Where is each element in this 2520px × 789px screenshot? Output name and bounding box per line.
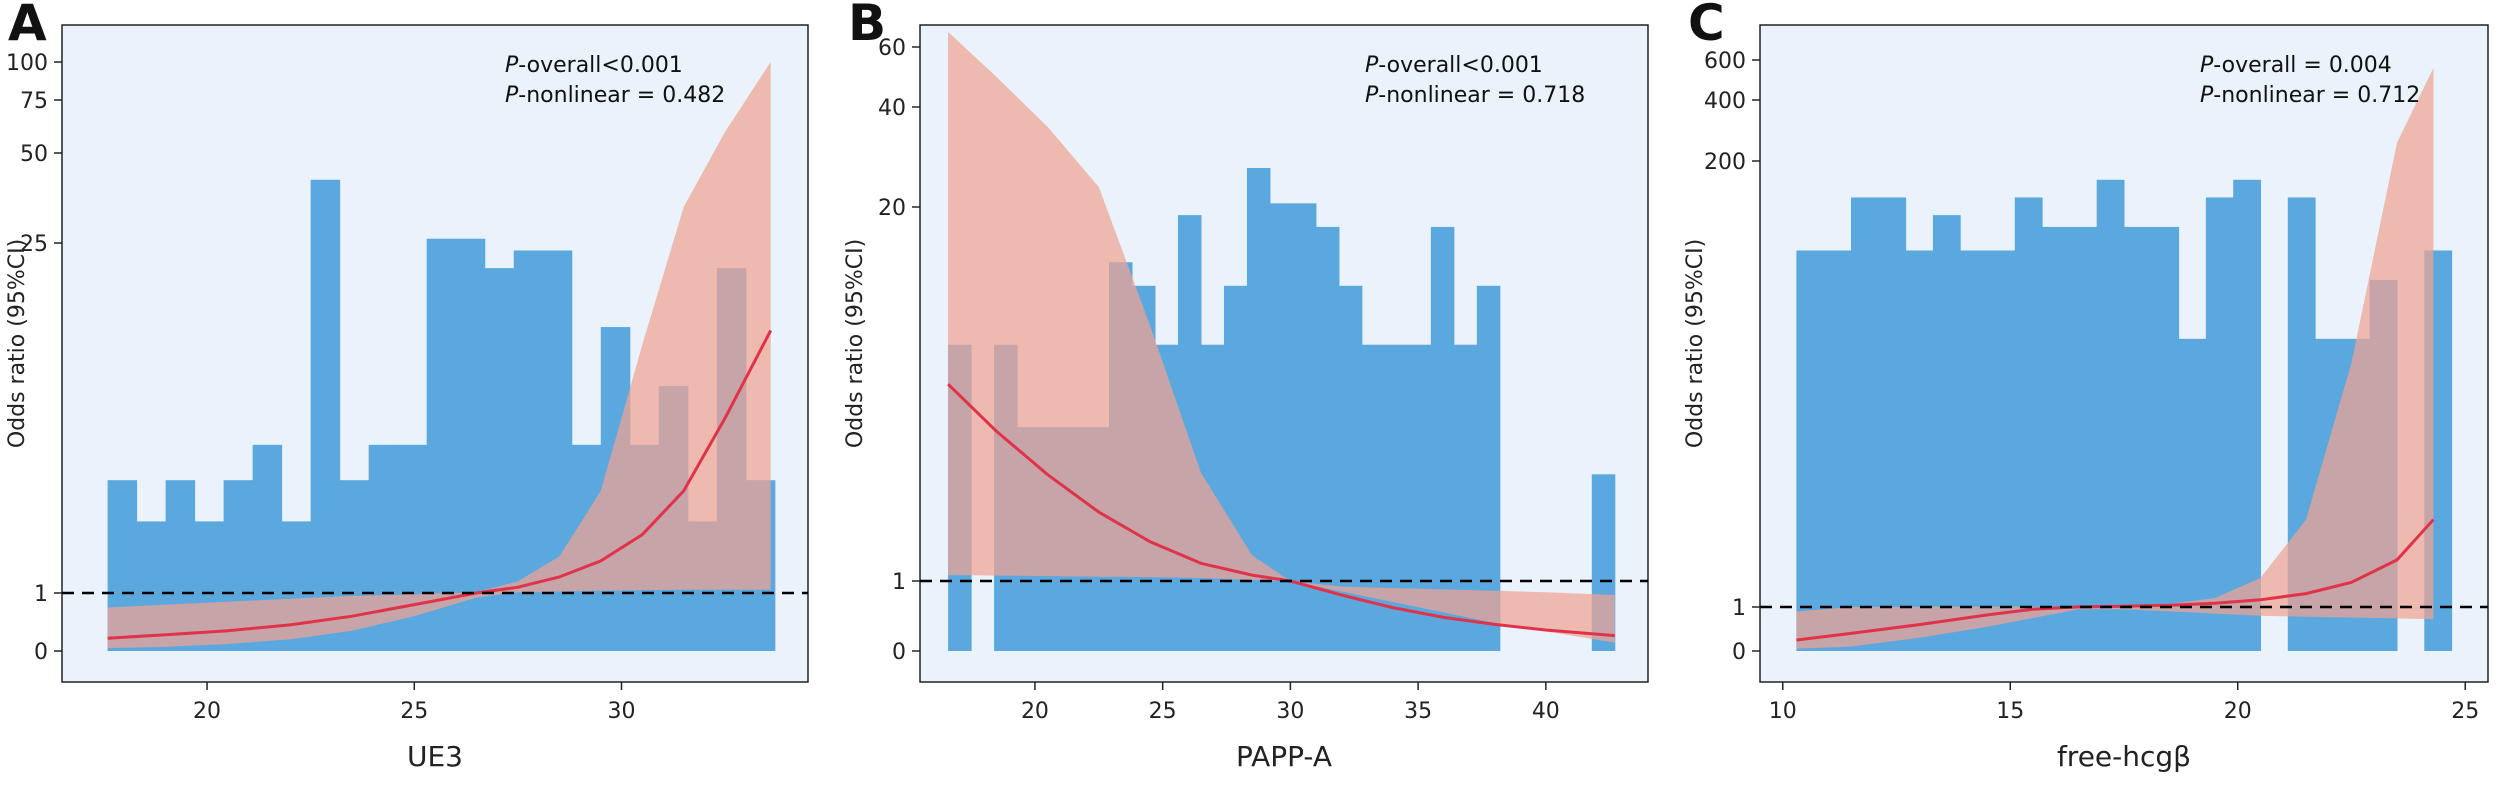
chart-a: 0 1 25 50 75 100 20 25 30 UE3 Odds ratio (95%CI) P-… [5,24,809,773]
p-nonlinear-annotation: P-nonlinear = 0.712 [2200,83,2420,108]
y-tick-label: 1 [1732,596,1746,621]
confidence-band [107,62,771,649]
panel-c: C 0 1 200 400 600 10 15 20 25 free-hcgβ Odds ratio… [1680,0,2520,789]
histogram-bar [1796,250,1825,652]
p-overall-annotation: P-overall<0.001 [505,53,683,78]
histogram-bar [2178,338,2207,651]
histogram-bar [2151,226,2180,652]
y-tick-label: 0 [34,640,48,665]
histogram-bar [2069,226,2098,652]
y-tick-label: 40 [878,96,906,121]
histogram-bar [1430,226,1455,652]
panel-letter: B [848,0,887,52]
p-overall-annotation: P-overall<0.001 [1365,53,1543,78]
histogram-bar [1932,215,1961,651]
histogram-bar [1223,285,1248,651]
chart-b: 0 1 20 40 60 20 25 30 35 40 PAPP-A Odds ratio (95%C… [843,24,1649,773]
histogram-bar [1823,250,1852,652]
x-axis-label: UE3 [407,740,463,773]
histogram-bar [1338,285,1363,651]
y-tick-label: 400 [1704,89,1746,114]
y-tick-label: 600 [1704,49,1746,74]
x-tick-label: 15 [1996,699,2024,724]
x-axis-label: free-hcgβ [2057,740,2191,773]
y-tick-label: 75 [20,89,48,114]
panel-b: B 0 1 20 40 60 20 25 30 35 40 PAPP-A Odds ratio (95… [840,0,1680,789]
x-tick-label: 20 [193,699,221,724]
histogram-bar [1292,203,1317,652]
y-tick-label: 0 [892,640,906,665]
y-tick-label: 1 [34,582,48,607]
y-tick-label: 200 [1704,150,1746,175]
y-tick-label: 60 [878,36,906,61]
panel-letter: A [8,0,47,52]
y-axis-label: Odds ratio (95%CI) [843,239,868,448]
histogram-bar [1361,344,1386,651]
chart-c: 0 1 200 400 600 10 15 20 25 free-hcgβ Odds ratio (… [1683,24,2489,773]
x-tick-label: 25 [400,699,428,724]
confidence-band [1796,68,2434,649]
x-tick-label: 25 [2451,699,2479,724]
odds-ratio-curve [947,383,1615,638]
histogram-bar [1407,344,1432,651]
y-tick-label: 25 [20,232,48,257]
histogram-bar [1878,197,1907,651]
histogram-bar [426,238,457,651]
y-tick-label: 0 [1732,640,1746,665]
histogram-bar [455,238,486,651]
histogram-bar [2096,179,2125,652]
odds-ratio-curve [107,329,773,640]
x-tick-label: 20 [1021,699,1049,724]
histogram-bar [1453,344,1478,651]
panel-letter: C [1688,0,1725,52]
x-tick-label: 10 [1769,699,1797,724]
histogram-bar [2205,197,2234,651]
histogram-bar [1851,197,1879,651]
histogram-bar [1905,250,1934,652]
p-nonlinear-annotation: P-nonlinear = 0.718 [1365,83,1585,108]
histogram-bar [397,444,428,651]
y-tick-label: 1 [892,570,906,595]
histogram-bar [310,179,341,652]
histogram-bar [1246,168,1271,651]
histogram-bar [2042,226,2070,652]
histogram-bar [2233,179,2261,652]
x-tick-label: 30 [608,699,636,724]
confidence-band [948,32,1615,643]
y-axis-label: Odds ratio (95%CI) [5,239,30,448]
y-tick-label: 50 [20,142,48,167]
y-axis-label: Odds ratio (95%CI) [1683,239,1708,448]
p-nonlinear-annotation: P-nonlinear = 0.482 [505,83,725,108]
histogram-bar [1476,285,1501,651]
histogram-bar [1960,250,1988,652]
y-tick-label: 100 [6,51,48,76]
x-tick-label: 25 [1149,699,1177,724]
histogram-bar [2124,226,2152,652]
histogram-bar [1987,250,2016,652]
histogram-bar [1315,226,1340,652]
x-tick-label: 20 [2224,699,2252,724]
x-tick-label: 40 [1532,699,1560,724]
histogram-bar [2014,197,2043,651]
panel-a: A 0 1 25 50 75 100 20 25 30 UE3 Odds ratio (95%CI)… [0,0,840,789]
x-axis-label: PAPP-A [1236,740,1332,773]
x-tick-label: 35 [1404,699,1432,724]
histogram-bar [1384,344,1409,651]
p-overall-annotation: P-overall = 0.004 [2200,53,2392,78]
x-tick-label: 30 [1276,699,1304,724]
y-tick-label: 20 [878,196,906,221]
histogram-bar [1269,203,1294,652]
